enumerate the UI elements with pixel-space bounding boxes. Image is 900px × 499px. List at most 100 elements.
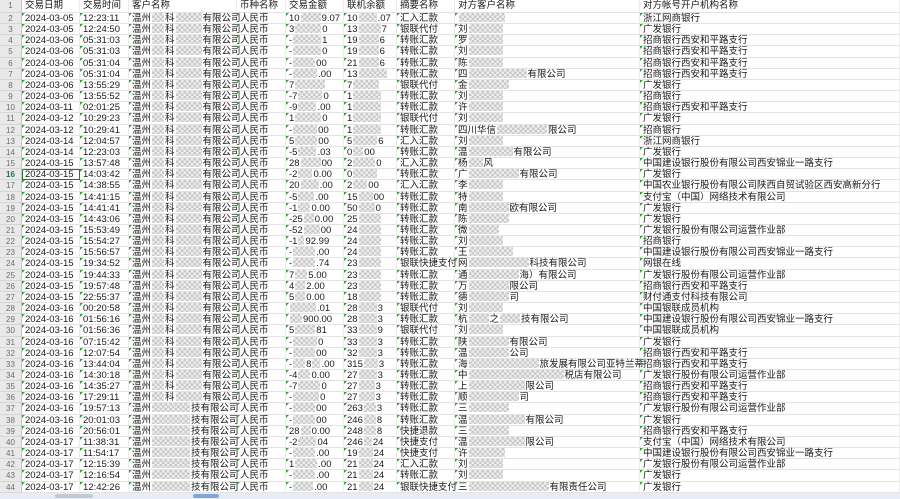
sum-cell[interactable]: 转账汇款 bbox=[397, 358, 455, 370]
date-cell[interactable]: 2024-03-15 bbox=[22, 213, 80, 225]
cp-cell[interactable]: 陈 bbox=[455, 213, 640, 225]
bank-cell[interactable]: 广发银行 bbox=[640, 24, 900, 36]
sum-cell[interactable]: 转账汇款 bbox=[397, 370, 455, 382]
cur-cell[interactable]: 人民币 bbox=[237, 202, 286, 214]
row-number[interactable]: 31 bbox=[0, 336, 22, 348]
row-number[interactable]: 30 bbox=[0, 325, 22, 337]
cust-cell[interactable]: 温州科有限公司 bbox=[129, 392, 241, 404]
sum-cell[interactable]: 银联代付 bbox=[397, 24, 455, 36]
bank-cell[interactable]: 广发银行 bbox=[640, 481, 900, 493]
cp-cell[interactable]: 四川华信 限公司 bbox=[455, 124, 640, 136]
cust-cell[interactable]: 温州 技有限公司 bbox=[129, 481, 239, 493]
date-cell[interactable]: 2024-03-16 bbox=[22, 414, 80, 426]
date-cell[interactable]: 2024-03-15 bbox=[22, 158, 80, 170]
cust-cell[interactable]: 温州科有限公司 bbox=[129, 91, 241, 103]
cust-cell[interactable]: 温州科有限公司 bbox=[129, 325, 241, 337]
amt-cell[interactable]: 7 bbox=[286, 79, 344, 92]
amt-cell[interactable]: -5.00 bbox=[286, 191, 344, 203]
bal-cell[interactable]: 248 8 bbox=[344, 425, 397, 437]
row-number[interactable]: 44 bbox=[0, 481, 22, 493]
row-number[interactable]: 9 bbox=[0, 91, 22, 103]
date-cell[interactable]: 2024-03-11 bbox=[22, 102, 80, 114]
time-cell[interactable]: 13:55:29 bbox=[80, 79, 129, 92]
bal-cell[interactable]: 13 bbox=[344, 68, 397, 80]
time-cell[interactable]: 15:56:57 bbox=[80, 247, 129, 259]
cur-cell[interactable]: 人民币 bbox=[237, 425, 286, 437]
date-cell[interactable]: 2024-03-16 bbox=[22, 336, 80, 348]
cust-cell[interactable]: 温州科有限公司 bbox=[129, 202, 241, 214]
row-number[interactable]: 20 bbox=[0, 213, 22, 225]
date-cell[interactable]: 2024-03-16 bbox=[22, 403, 80, 415]
amt-cell[interactable]: -00 bbox=[286, 347, 344, 359]
cp-cell[interactable] bbox=[455, 13, 640, 25]
cp-cell[interactable]: 三有限责任公司 bbox=[455, 481, 640, 493]
amt-cell[interactable]: - .00 bbox=[286, 481, 344, 493]
bank-cell[interactable]: 广发银行 bbox=[640, 470, 900, 482]
cust-cell[interactable]: 温州科有限公司 bbox=[129, 68, 241, 80]
amt-cell[interactable]: - .00 bbox=[286, 247, 344, 259]
date-cell[interactable]: 2024-03-17 bbox=[22, 459, 80, 471]
amt-cell[interactable]: 20.00 bbox=[286, 180, 344, 192]
sum-cell[interactable]: 转账汇款 bbox=[397, 336, 455, 348]
cust-cell[interactable]: 温州 技有限公司 bbox=[129, 470, 239, 482]
cp-cell[interactable]: 刘 bbox=[455, 135, 640, 147]
bank-cell[interactable]: 中国农业银行股份有限公司陕西自贸试验区西安高新分行 bbox=[640, 180, 900, 192]
bank-cell[interactable]: 招商银行西安和平路支行 bbox=[640, 102, 900, 114]
cust-cell[interactable]: 温州科有限公司 bbox=[129, 180, 241, 192]
bank-cell[interactable]: 中国银联成员机构 bbox=[640, 303, 900, 315]
amt-cell[interactable]: 28 0.00 bbox=[286, 425, 344, 437]
date-cell[interactable]: 2024-03-15 bbox=[22, 247, 80, 259]
bank-cell[interactable]: 中国建设银行股份有限公司西安锦业一路支行 bbox=[640, 314, 900, 326]
bal-cell[interactable]: 33 3 bbox=[344, 336, 397, 348]
bal-cell[interactable]: 28 3 bbox=[344, 303, 397, 315]
bal-cell[interactable]: 25 bbox=[344, 213, 397, 225]
date-cell[interactable]: 2024-03-16 bbox=[22, 425, 80, 437]
cur-cell[interactable]: 人民币 bbox=[237, 358, 286, 370]
date-cell[interactable]: 2024-03-14 bbox=[22, 135, 80, 147]
sum-cell[interactable]: 银联代付 bbox=[397, 325, 455, 337]
time-cell[interactable]: 05:31:03 bbox=[80, 35, 129, 47]
row-number[interactable]: 15 bbox=[0, 158, 22, 170]
cp-cell[interactable]: 杨风 bbox=[455, 158, 640, 170]
amt-cell[interactable]: -8.00 bbox=[286, 358, 344, 370]
date-cell[interactable]: 2024-03-15 bbox=[22, 280, 80, 292]
sum-cell[interactable]: 转账汇款 bbox=[397, 146, 455, 159]
sum-cell[interactable]: 转账汇款 bbox=[397, 414, 455, 426]
column-header-cell[interactable]: 交易金额 bbox=[286, 0, 344, 13]
bal-cell[interactable]: 315 3 bbox=[344, 358, 397, 370]
bal-cell[interactable]: 246 8 bbox=[344, 414, 397, 426]
amt-cell[interactable]: -4 0.00 bbox=[286, 370, 344, 382]
amt-cell[interactable]: -9.00 bbox=[286, 102, 344, 114]
date-cell[interactable]: 2024-03-17 bbox=[22, 481, 80, 493]
bal-cell[interactable]: 18 bbox=[344, 291, 397, 304]
date-cell[interactable]: 2024-03-16 bbox=[22, 370, 80, 382]
date-cell[interactable]: 2024-03-06 bbox=[22, 68, 80, 80]
time-cell[interactable]: 14:43:06 bbox=[80, 213, 129, 225]
row-number[interactable]: 39 bbox=[0, 425, 22, 437]
cust-cell[interactable]: 温州科有限公司 bbox=[129, 303, 241, 315]
bank-cell[interactable]: 广发银行 bbox=[640, 202, 900, 214]
cur-cell[interactable]: 人民币 bbox=[237, 269, 286, 281]
row-number[interactable]: 6 bbox=[0, 57, 22, 69]
bank-cell[interactable]: 广发银行 bbox=[640, 146, 900, 159]
bank-cell[interactable]: 招商银行 bbox=[640, 236, 900, 248]
bal-cell[interactable]: 28 3 bbox=[344, 314, 397, 326]
cur-cell[interactable]: 人民币 bbox=[237, 481, 286, 493]
amt-cell[interactable]: - .00 bbox=[286, 470, 344, 482]
row-number[interactable]: 33 bbox=[0, 358, 22, 370]
row-number[interactable]: 25 bbox=[0, 269, 22, 281]
bank-cell[interactable]: 中国建设银行股份有限公司西安锦业一路支行 bbox=[640, 158, 900, 170]
cust-cell[interactable]: 温州科有限公司 bbox=[129, 102, 241, 114]
bal-cell[interactable]: 27 3 bbox=[344, 381, 397, 393]
cust-cell[interactable]: 温州科有限公司 bbox=[129, 336, 241, 348]
date-cell[interactable]: 2024-03-16 bbox=[22, 381, 80, 393]
date-cell[interactable]: 2024-03-15 bbox=[22, 258, 80, 270]
amt-cell[interactable]: -00 bbox=[286, 57, 344, 69]
bank-cell[interactable]: 招商银行西安和平路支行 bbox=[640, 46, 900, 58]
cp-cell[interactable]: 万限公司 bbox=[455, 280, 640, 292]
cur-cell[interactable]: 人民币 bbox=[237, 46, 286, 58]
time-cell[interactable]: 19:57:48 bbox=[80, 280, 129, 292]
time-cell[interactable]: 07:15:42 bbox=[80, 336, 129, 348]
